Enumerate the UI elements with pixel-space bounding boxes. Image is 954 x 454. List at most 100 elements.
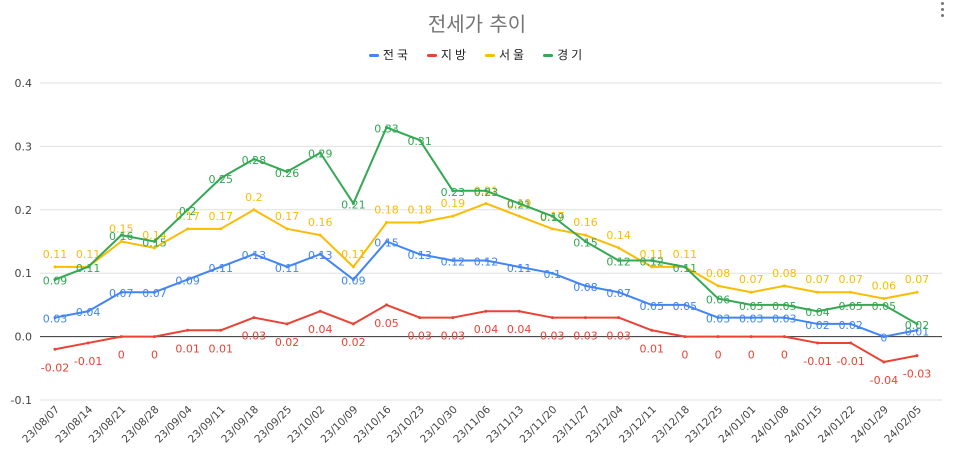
data-point: [716, 316, 720, 320]
data-point: [351, 322, 355, 326]
data-label: -0.03: [903, 368, 931, 381]
legend-item[interactable]: 지방: [426, 46, 469, 63]
data-label: 0.12: [441, 256, 466, 269]
data-point: [550, 271, 554, 275]
data-label: 0.05: [673, 300, 698, 313]
data-label: 0.02: [341, 336, 366, 349]
data-point: [119, 290, 123, 294]
data-label: 0.29: [308, 148, 333, 161]
y-tick-label: 0.4: [15, 77, 33, 90]
data-point: [749, 316, 753, 320]
data-point: [517, 265, 521, 269]
data-point: [86, 309, 90, 313]
data-label: 0.13: [407, 249, 432, 262]
data-label: 0.01: [905, 325, 930, 338]
data-label: 0: [681, 349, 688, 362]
data-point: [53, 347, 57, 351]
data-point: [119, 233, 123, 237]
data-label: 0.03: [540, 330, 565, 343]
legend-label: 경기: [557, 48, 586, 62]
data-point: [86, 341, 90, 345]
data-label: 0.15: [109, 223, 134, 236]
data-point: [550, 316, 554, 320]
data-label: 0.03: [606, 330, 631, 343]
data-point: [915, 354, 919, 358]
data-point: [318, 252, 322, 256]
data-point: [484, 309, 488, 313]
data-label: 0.11: [209, 262, 234, 275]
data-label: 0.2: [179, 205, 197, 218]
chart-legend: 전국 지방 서울 경기: [0, 46, 954, 63]
data-label: 0.23: [474, 186, 499, 199]
data-label: 0.05: [739, 300, 764, 313]
y-tick-label: 0.2: [15, 204, 33, 217]
data-point: [418, 316, 422, 320]
data-point: [219, 328, 223, 332]
data-label: 0.11: [507, 262, 532, 275]
data-label: 0.16: [109, 230, 134, 243]
data-point: [186, 278, 190, 282]
data-point: [285, 227, 289, 231]
data-label: -0.04: [870, 374, 898, 387]
data-label: 0.03: [739, 313, 764, 326]
data-point: [749, 303, 753, 307]
data-point: [517, 201, 521, 205]
legend-swatch: [543, 54, 554, 57]
data-label: 0: [151, 349, 158, 362]
data-point: [517, 214, 521, 218]
data-point: [252, 157, 256, 161]
data-label: 0.14: [142, 229, 167, 242]
data-label: 0.14: [606, 229, 631, 242]
legend-item[interactable]: 경기: [543, 46, 585, 63]
data-point: [716, 284, 720, 288]
legend-swatch: [368, 54, 379, 57]
data-point: [849, 341, 853, 345]
data-label: -0.01: [836, 355, 864, 368]
data-point: [683, 303, 687, 307]
legend-label: 서울: [499, 48, 528, 62]
data-point: [418, 220, 422, 224]
data-label: 0.08: [706, 267, 731, 280]
data-point: [915, 328, 919, 332]
data-label: 0.19: [441, 197, 466, 210]
data-label: 0.13: [308, 249, 333, 262]
data-label: 0.21: [507, 198, 532, 211]
legend-item[interactable]: 서울: [485, 46, 527, 63]
data-label: 0.31: [407, 135, 432, 148]
data-label: 0.07: [142, 287, 167, 300]
data-point: [318, 151, 322, 155]
data-label: 0: [880, 332, 887, 345]
data-point: [782, 316, 786, 320]
data-point: [782, 335, 786, 339]
data-point: [617, 246, 621, 250]
data-point: [385, 220, 389, 224]
data-label: 0.15: [142, 237, 167, 250]
data-point: [385, 125, 389, 129]
data-point: [816, 290, 820, 294]
data-point: [152, 290, 156, 294]
data-label: 0.28: [242, 154, 267, 167]
data-point: [451, 214, 455, 218]
data-point: [617, 316, 621, 320]
data-point: [782, 303, 786, 307]
legend-label: 전국: [382, 48, 411, 62]
data-point: [86, 265, 90, 269]
data-label: 0.03: [242, 330, 267, 343]
data-point: [882, 335, 886, 339]
y-tick-label: 0.1: [15, 267, 33, 280]
data-point: [882, 303, 886, 307]
legend-item[interactable]: 전국: [368, 46, 411, 63]
data-label: 0.05: [640, 300, 665, 313]
data-label: 0.03: [43, 313, 68, 326]
data-label: 0.02: [838, 319, 863, 332]
data-label: 0.11: [76, 248, 101, 261]
more-options-icon[interactable]: [940, 2, 946, 20]
data-point: [683, 335, 687, 339]
data-label: 0: [781, 349, 788, 362]
data-point: [550, 227, 554, 231]
data-label: 0: [118, 349, 125, 362]
data-point: [285, 265, 289, 269]
data-label: 0.04: [76, 306, 101, 319]
data-label: 0.15: [374, 237, 399, 250]
